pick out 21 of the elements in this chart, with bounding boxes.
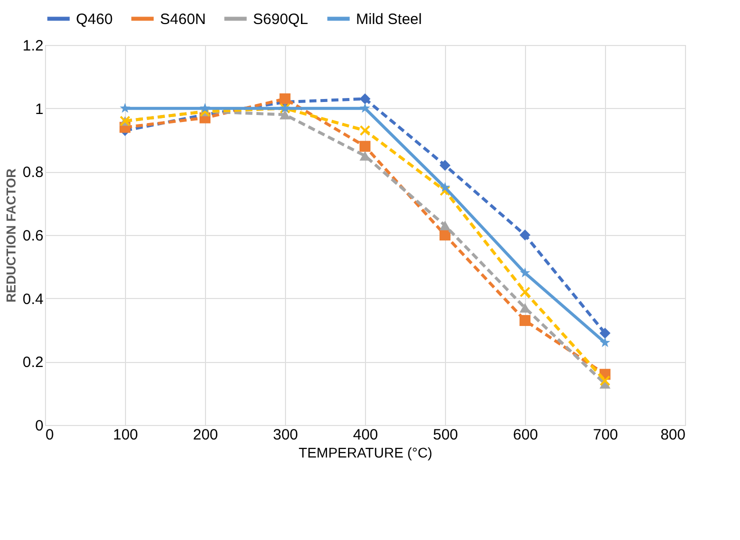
y-tick-label: 0.2 xyxy=(22,354,44,372)
y-tick-label: 0.4 xyxy=(22,290,44,308)
x-tick-label: 200 xyxy=(192,426,218,444)
x-tick-label: 100 xyxy=(112,426,138,444)
legend-label: Q460 xyxy=(76,10,113,28)
x-tick-label: 0 xyxy=(46,426,54,444)
y-tick-label: 0.6 xyxy=(22,228,44,244)
x-tick-label: 700 xyxy=(592,426,618,444)
x-tick-label: 800 xyxy=(660,426,686,444)
x-axis-title: TEMPERATURE (°C) xyxy=(298,444,432,460)
y-axis-title: REDUCTION FACTOR xyxy=(4,168,19,303)
y-tick-label: 1.2 xyxy=(22,38,44,54)
x-tick-label: 300 xyxy=(272,426,298,444)
y-tick-label: 1 xyxy=(35,100,44,118)
x-tick-label: 500 xyxy=(432,426,458,444)
legend-label: Mild Steel xyxy=(356,10,422,28)
x-tick-label: 400 xyxy=(352,426,378,444)
x-tick-label: 600 xyxy=(512,426,538,444)
legend-label: S460N xyxy=(160,10,206,28)
y-tick-label: 0.8 xyxy=(22,164,44,182)
legend-label: S690QL xyxy=(253,10,308,28)
